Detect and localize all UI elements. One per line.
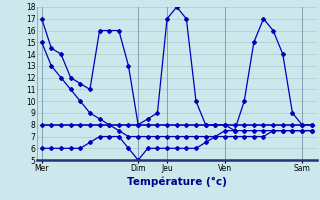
X-axis label: Température (°c): Température (°c) (127, 176, 227, 187)
